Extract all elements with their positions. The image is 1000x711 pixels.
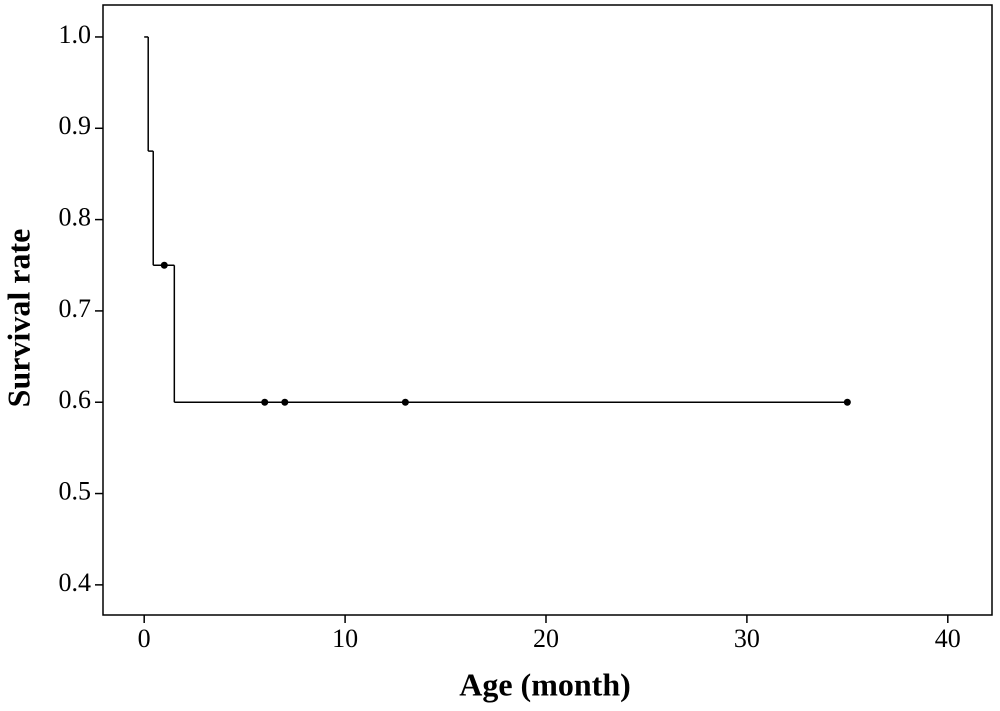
plot-frame bbox=[102, 4, 993, 616]
x-tick-label: 0 bbox=[138, 624, 151, 653]
x-tick-label: 40 bbox=[935, 624, 961, 653]
y-tick-label: 0.7 bbox=[59, 294, 92, 323]
y-tick-label: 0.6 bbox=[59, 385, 92, 414]
x-tick-label: 20 bbox=[533, 624, 559, 653]
x-tick-label: 10 bbox=[332, 624, 358, 653]
x-tick-label: 30 bbox=[734, 624, 760, 653]
censor-mark bbox=[281, 398, 289, 406]
y-tick-label: 1.0 bbox=[59, 20, 92, 49]
y-tick-label: 0.9 bbox=[59, 111, 92, 140]
censor-mark bbox=[160, 261, 168, 269]
censor-mark bbox=[843, 398, 851, 406]
y-tick-label: 0.4 bbox=[59, 568, 92, 597]
censor-mark bbox=[261, 398, 269, 406]
y-axis-title: Survival rate bbox=[0, 229, 36, 408]
x-axis-title: Age (month) bbox=[459, 666, 631, 702]
y-tick-label: 0.5 bbox=[59, 477, 92, 506]
y-tick-label: 0.8 bbox=[59, 203, 92, 232]
censor-mark bbox=[401, 398, 409, 406]
